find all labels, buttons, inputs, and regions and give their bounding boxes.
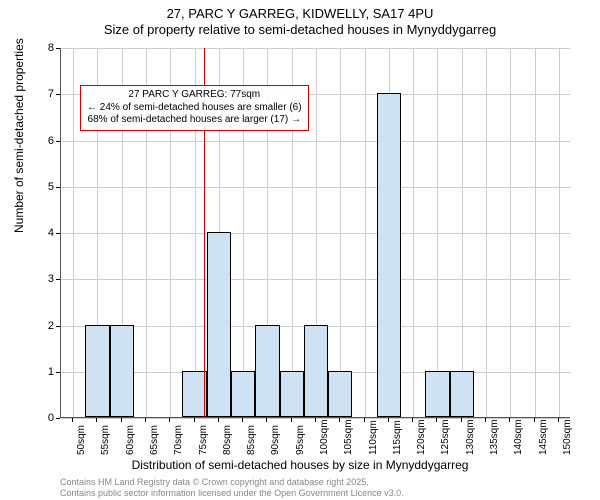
xtick-label: 55sqm <box>100 425 111 455</box>
xtick-label: 90sqm <box>270 425 281 455</box>
histogram-bar <box>377 93 401 417</box>
xtick-mark <box>534 418 535 422</box>
xtick-mark <box>145 418 146 422</box>
ytick-mark <box>56 94 60 95</box>
xtick-mark <box>315 418 316 422</box>
histogram-bar <box>255 325 279 418</box>
footer-line-1: Contains HM Land Registry data © Crown c… <box>60 477 404 487</box>
xtick-label: 120sqm <box>416 419 427 455</box>
xtick-mark <box>436 418 437 422</box>
histogram-bar <box>207 232 231 417</box>
title-sub: Size of property relative to semi-detach… <box>0 22 600 38</box>
ytick-label: 4 <box>34 227 54 239</box>
xtick-label: 80sqm <box>222 425 233 455</box>
xtick-mark <box>388 418 389 422</box>
xtick-label: 70sqm <box>173 425 184 455</box>
ytick-mark <box>56 279 60 280</box>
xtick-label: 130sqm <box>465 419 476 455</box>
xtick-mark <box>218 418 219 422</box>
annotation-box: 27 PARC Y GARREG: 77sqm← 24% of semi-det… <box>80 85 309 131</box>
histogram-bar <box>85 325 109 418</box>
footer-attribution: Contains HM Land Registry data © Crown c… <box>60 477 404 498</box>
xtick-label: 110sqm <box>368 420 379 455</box>
xtick-label: 75sqm <box>198 425 209 455</box>
xtick-label: 95sqm <box>295 425 306 455</box>
xtick-label: 85sqm <box>246 425 257 455</box>
histogram-bar <box>110 325 134 418</box>
xtick-mark <box>485 418 486 422</box>
y-axis-label: Number of semi-detached properties <box>12 38 26 233</box>
ytick-label: 8 <box>34 42 54 54</box>
ytick-mark <box>56 233 60 234</box>
histogram-bar <box>280 371 304 417</box>
ytick-mark <box>56 326 60 327</box>
ytick-label: 2 <box>34 320 54 332</box>
xtick-label: 135sqm <box>489 419 500 455</box>
xtick-mark <box>72 418 73 422</box>
xtick-label: 100sqm <box>319 419 330 455</box>
ytick-mark <box>56 48 60 49</box>
xtick-mark <box>509 418 510 422</box>
xtick-mark <box>96 418 97 422</box>
xtick-label: 105sqm <box>343 419 354 455</box>
xtick-label: 50sqm <box>76 425 87 455</box>
xtick-mark <box>412 418 413 422</box>
gridline-v <box>559 48 560 417</box>
histogram-bar <box>425 371 449 417</box>
gridline-v <box>535 48 536 417</box>
chart-title-block: 27, PARC Y GARREG, KIDWELLY, SA17 4PU Si… <box>0 0 600 39</box>
xtick-mark <box>339 418 340 422</box>
title-main: 27, PARC Y GARREG, KIDWELLY, SA17 4PU <box>0 6 600 22</box>
xtick-mark <box>169 418 170 422</box>
xtick-mark <box>121 418 122 422</box>
ytick-label: 1 <box>34 366 54 378</box>
ytick-label: 6 <box>34 135 54 147</box>
xtick-label: 145sqm <box>538 419 549 455</box>
x-axis-label: Distribution of semi-detached houses by … <box>0 458 600 472</box>
xtick-mark <box>558 418 559 422</box>
histogram-bar <box>304 325 328 418</box>
ytick-mark <box>56 141 60 142</box>
gridline-v <box>73 48 74 417</box>
ytick-mark <box>56 418 60 419</box>
footer-line-2: Contains public sector information licen… <box>60 488 404 498</box>
ytick-mark <box>56 372 60 373</box>
gridline-v <box>462 48 463 417</box>
annotation-line: 27 PARC Y GARREG: 77sqm <box>87 89 302 102</box>
xtick-mark <box>242 418 243 422</box>
xtick-label: 150sqm <box>562 419 573 455</box>
gridline-v <box>437 48 438 417</box>
ytick-label: 0 <box>34 412 54 424</box>
histogram-bar <box>328 371 352 417</box>
xtick-label: 115sqm <box>392 420 403 455</box>
gridline-v <box>413 48 414 417</box>
gridline-v <box>365 48 366 417</box>
ytick-mark <box>56 187 60 188</box>
xtick-mark <box>364 418 365 422</box>
gridline-v <box>486 48 487 417</box>
xtick-label: 65sqm <box>149 425 160 455</box>
histogram-bar <box>231 371 255 417</box>
gridline-v <box>340 48 341 417</box>
gridline-v <box>510 48 511 417</box>
xtick-mark <box>194 418 195 422</box>
xtick-label: 125sqm <box>440 419 451 455</box>
xtick-mark <box>266 418 267 422</box>
ytick-label: 5 <box>34 181 54 193</box>
xtick-label: 140sqm <box>513 419 524 455</box>
histogram-bar <box>182 371 206 417</box>
xtick-mark <box>291 418 292 422</box>
xtick-label: 60sqm <box>125 425 136 455</box>
xtick-mark <box>461 418 462 422</box>
histogram-bar <box>450 371 474 417</box>
ytick-label: 3 <box>34 273 54 285</box>
annotation-line: 68% of semi-detached houses are larger (… <box>87 114 302 127</box>
ytick-label: 7 <box>34 88 54 100</box>
annotation-line: ← 24% of semi-detached houses are smalle… <box>87 102 302 115</box>
